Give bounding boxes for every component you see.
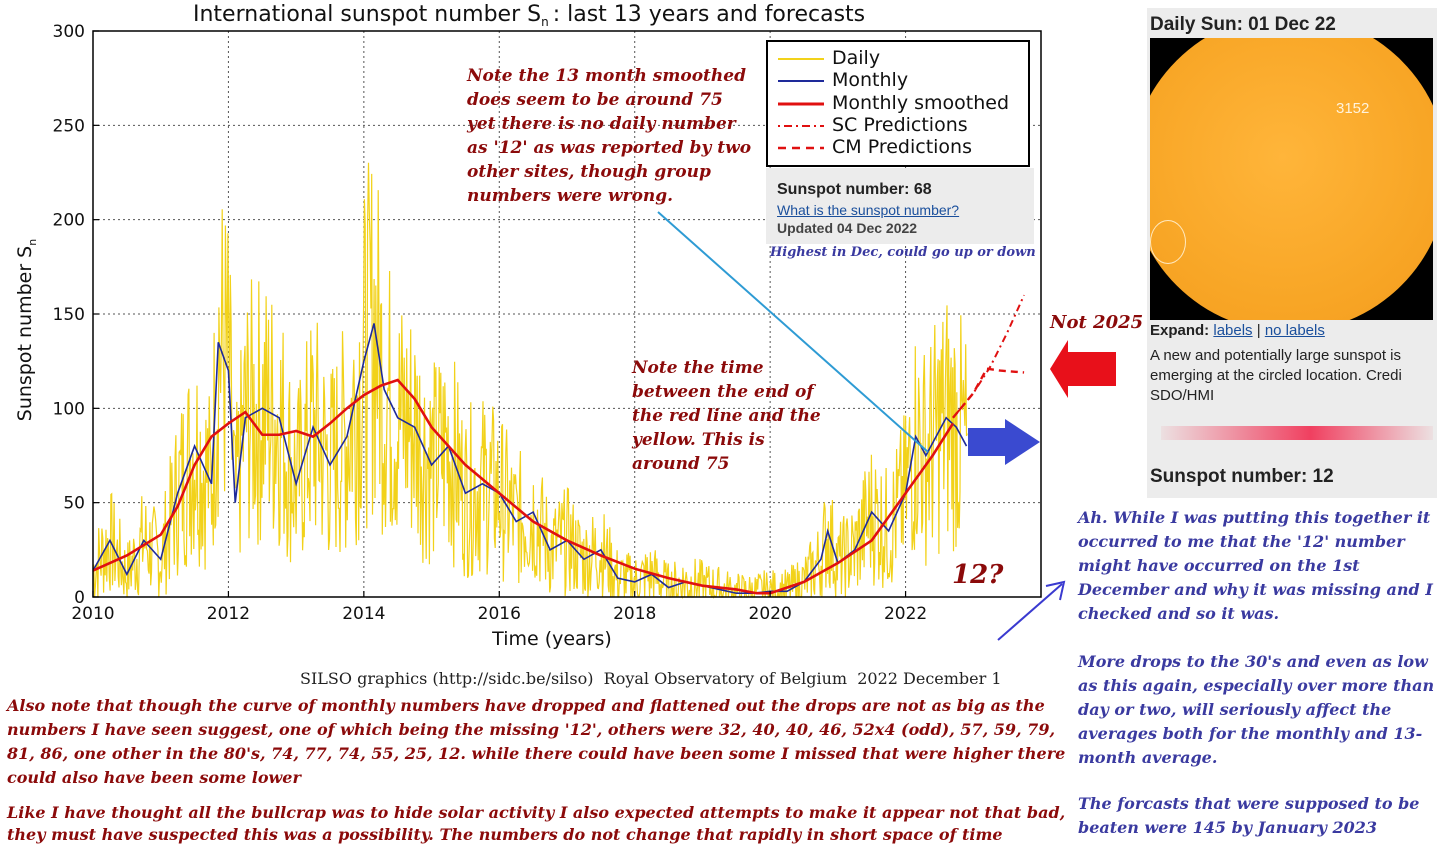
y-tick-label-150: 150: [53, 305, 85, 325]
sun-description: A new and potentially large sunspot is e…: [1150, 346, 1434, 406]
legend-swatch-sc: [778, 125, 824, 127]
x-tick-label-2018: 2018: [613, 604, 656, 624]
x-tick-label-2012: 2012: [207, 604, 250, 624]
right-note-2: More drops to the 30's and even as low a…: [1078, 652, 1435, 767]
y-tick-label-250: 250: [53, 116, 85, 136]
twelve-question-note: 12?: [952, 560, 1004, 590]
sunspot-circle-marker: [1150, 220, 1186, 264]
x-tick-label-2020: 2020: [749, 604, 792, 624]
info-sunspot-number: Sunspot number: 68: [777, 181, 932, 198]
sun-panel-sunspot-number: Sunspot number: 12: [1150, 466, 1334, 487]
x-tick-label-2014: 2014: [342, 604, 385, 624]
legend-swatch-cm: [778, 146, 824, 150]
chart-title: International sunspot number Sn: last 13…: [193, 2, 865, 29]
info-updated: Updated 04 Dec 2022: [777, 220, 918, 236]
legend-label-smoothed: Monthly smoothed: [832, 92, 1010, 114]
y-tick-label-200: 200: [53, 211, 85, 231]
time-note: Note the time between the end of the red…: [632, 358, 821, 474]
bottom-note-2: Like I have thought all the bullcrap was…: [7, 803, 1066, 844]
daily-line: [92, 162, 968, 600]
y-tick-label-100: 100: [53, 399, 85, 419]
sc-prediction-line: [952, 294, 1025, 419]
pointer-line-cyan: [657, 211, 929, 453]
legend-label-sc: SC Predictions: [832, 114, 968, 136]
sun-description-line-3: SDO/HMI: [1150, 387, 1215, 404]
x-axis-label: Time (years): [491, 628, 612, 650]
prediction-series: [952, 294, 1025, 419]
region-label: 3152: [1336, 100, 1370, 117]
expand-label: Expand:: [1150, 322, 1210, 339]
smoothed-series: [92, 378, 955, 595]
daily-series: [92, 162, 968, 600]
sun-disc: [1150, 38, 1433, 320]
pointer-arrowhead-icon: [1045, 580, 1066, 601]
x-tick-label-2010: 2010: [71, 604, 114, 624]
smoothed-note: Note the 13 month smoothed does seem to …: [467, 66, 752, 206]
sunspot-info-box: Sunspot number: 68 What is the sunspot n…: [766, 168, 1034, 244]
y-tick-label-50: 50: [63, 494, 85, 514]
sun-image: 3152: [1150, 38, 1433, 320]
legend-label-cm: CM Predictions: [832, 136, 972, 158]
y-tick-label-0: 0: [74, 588, 85, 608]
sun-description-line-2: emerging at the circled location. Credi: [1150, 367, 1402, 384]
red-arrow-icon: [1050, 340, 1116, 398]
smoothed-line: [92, 378, 955, 595]
blue-arrow-icon: [968, 419, 1040, 465]
y-axis-label: Sunspot number Sn: [14, 239, 39, 421]
legend-smoothed: Monthly smoothed: [768, 92, 1028, 114]
x-tick-label-2016: 2016: [478, 604, 521, 624]
legend-cm: CM Predictions: [768, 136, 1028, 158]
legend-label-monthly: Monthly: [832, 69, 909, 91]
legend-swatch-daily: [778, 58, 824, 60]
expand-labels-link[interactable]: labels: [1213, 322, 1253, 339]
tick-labels: 2010 2012 2014 2016 2018 2020 2022 0 50 100 150 200…: [53, 22, 928, 624]
expand-separator: |: [1256, 322, 1261, 339]
legend-daily: Daily: [768, 47, 1028, 69]
chart-legend: Daily Monthly Monthly smoothed SC Predic…: [766, 40, 1030, 167]
x-tick-label-2022: 2022: [884, 604, 927, 624]
info-box-note: Highest in Dec, could go up or down: [770, 245, 1036, 260]
what-is-sunspot-link[interactable]: What is the sunspot number?: [777, 202, 960, 218]
bottom-note-1: Also note that though the curve of month…: [7, 696, 1066, 787]
chart-axes: [92, 30, 1042, 598]
pointer-line-blue: [997, 583, 1063, 641]
legend-swatch-monthly: [778, 80, 824, 82]
decorative-gradient-bar: [1161, 426, 1433, 440]
chart-credit: SILSO graphics (http://sidc.be/silso) Ro…: [300, 669, 1002, 688]
expand-row: Expand: labels | no labels: [1150, 322, 1325, 339]
legend-monthly: Monthly: [768, 69, 1028, 91]
sun-description-line-1: A new and potentially large sunspot is: [1150, 347, 1401, 364]
expand-no-labels-link[interactable]: no labels: [1264, 322, 1325, 339]
sun-panel-title: Daily Sun: 01 Dec 22: [1150, 14, 1336, 35]
legend-sc: SC Predictions: [768, 114, 1028, 136]
right-note-3: The forcasts that were supposed to be be…: [1078, 794, 1420, 837]
not-2025-note: Not 2025: [1050, 312, 1144, 333]
legend-swatch-smoothed: [778, 102, 824, 106]
y-tick-label-300: 300: [53, 22, 85, 42]
legend-label-daily: Daily: [832, 47, 881, 69]
right-note-1: Ah. While I was putting this together it…: [1078, 508, 1433, 623]
daily-sun-panel: Daily Sun: 01 Dec 22 3152 Expand: labels…: [1147, 8, 1437, 498]
